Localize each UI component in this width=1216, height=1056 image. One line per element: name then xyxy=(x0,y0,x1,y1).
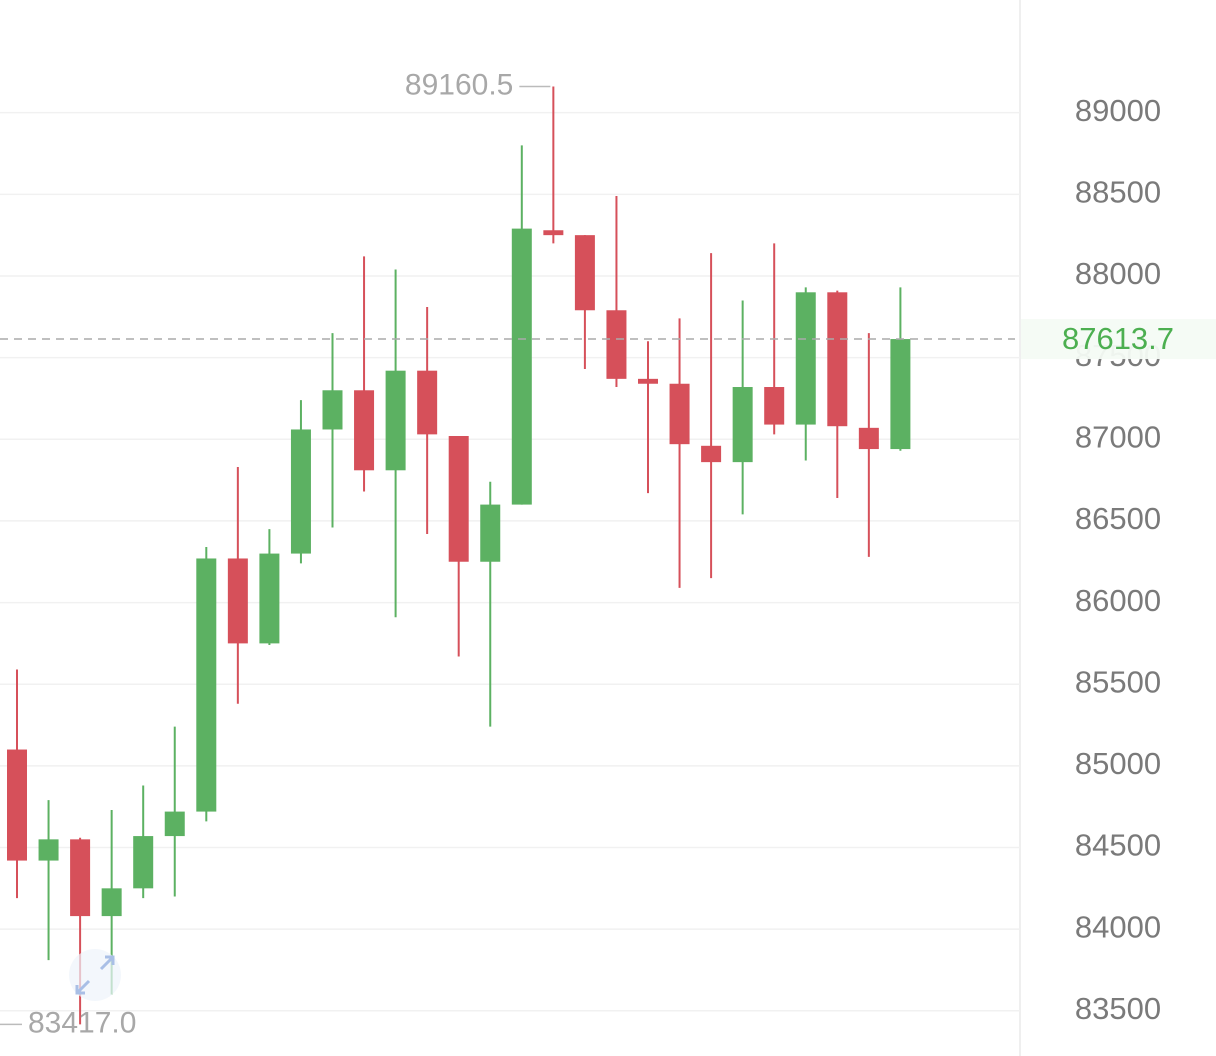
candle-body xyxy=(827,292,848,427)
candle-body xyxy=(480,504,501,562)
candle-body xyxy=(38,839,59,861)
low-marker-label: 83417.0 xyxy=(28,1006,136,1039)
candle-body xyxy=(795,292,816,425)
candle-body xyxy=(574,235,595,311)
candle-body xyxy=(511,228,532,505)
y-tick-label: 84500 xyxy=(1075,828,1161,863)
candles xyxy=(7,86,911,1025)
high-marker-label: 89160.5 xyxy=(405,68,513,101)
candle-body xyxy=(669,383,690,445)
y-tick-label: 85000 xyxy=(1075,746,1161,781)
y-tick-label: 87000 xyxy=(1075,419,1161,454)
candle-body xyxy=(764,387,785,425)
last-price-label: 87613.7 xyxy=(1062,321,1174,356)
candle-body xyxy=(417,370,438,435)
candle-body xyxy=(227,558,248,644)
candle-body xyxy=(196,558,217,812)
candle-body xyxy=(133,836,154,889)
candle-body xyxy=(164,811,185,837)
candle-body xyxy=(290,429,311,554)
y-tick-label: 88000 xyxy=(1075,256,1161,291)
y-tick-label: 85500 xyxy=(1075,664,1161,699)
candle-body xyxy=(354,390,375,471)
candle-body xyxy=(638,378,658,384)
y-tick-label: 88500 xyxy=(1075,175,1161,210)
candle-body xyxy=(7,749,27,861)
overlay: 89160.5 83417.0 87613.7 xyxy=(0,68,1216,1039)
y-tick-label: 86000 xyxy=(1075,583,1161,618)
y-tick-label: 86500 xyxy=(1075,501,1161,536)
candle-body xyxy=(259,553,280,644)
y-tick-label: 89000 xyxy=(1075,93,1161,128)
expand-icon xyxy=(69,949,121,1001)
candle-body xyxy=(543,230,564,236)
candle-body xyxy=(701,445,722,463)
last-price-box xyxy=(1021,319,1216,360)
y-tick-label: 84000 xyxy=(1075,909,1161,944)
y-tick-label: 83500 xyxy=(1075,991,1161,1026)
candle-body xyxy=(322,390,343,430)
grid: 83500 84000 84500 85000 85500 86000 86500 87000… xyxy=(0,93,1161,1026)
icon-arrows xyxy=(75,955,115,995)
candle-body xyxy=(70,839,91,917)
candle-body xyxy=(858,427,879,450)
candle-body xyxy=(606,310,627,379)
candle-body xyxy=(448,436,469,562)
candle-body xyxy=(732,387,753,463)
candle-body xyxy=(385,370,406,471)
candle-body xyxy=(890,339,911,450)
candle-body xyxy=(101,888,122,917)
